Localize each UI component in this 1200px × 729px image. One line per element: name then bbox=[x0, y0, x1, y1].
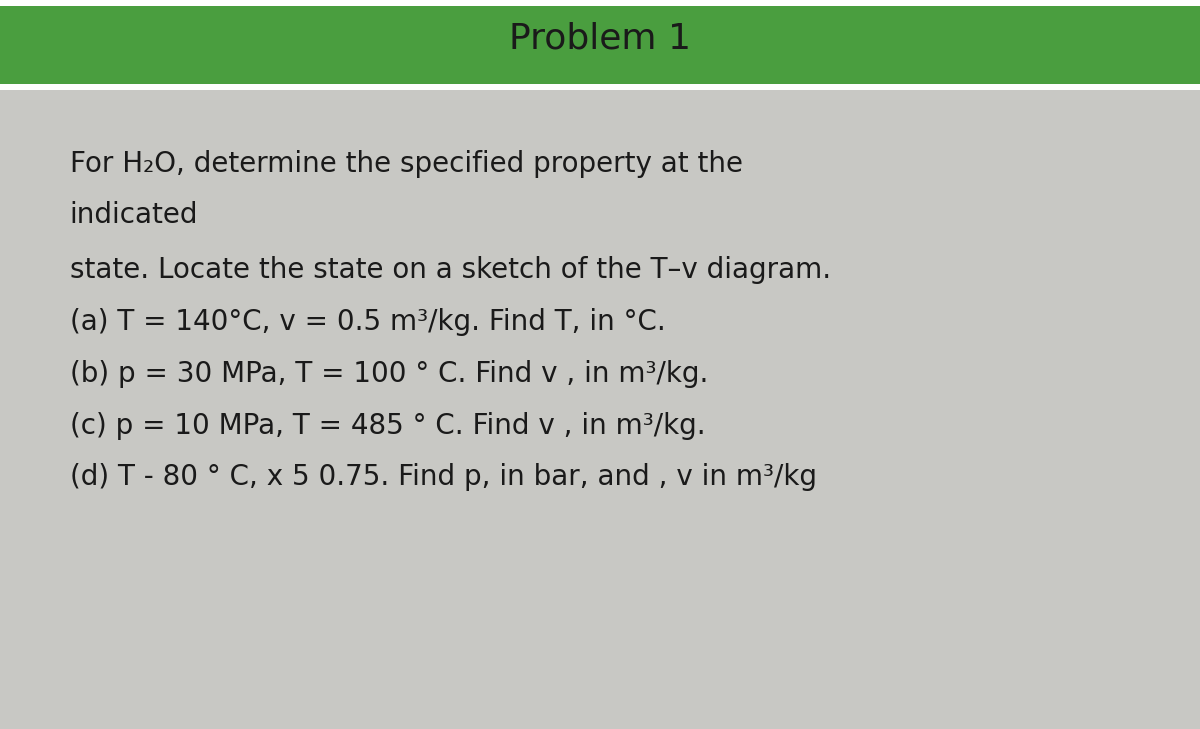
Bar bbox=[0, 0, 1200, 6]
Text: state. Locate the state on a sketch of the T–v diagram.: state. Locate the state on a sketch of t… bbox=[70, 256, 830, 284]
Text: For H₂O, determine the specified property at the: For H₂O, determine the specified propert… bbox=[70, 150, 743, 178]
Text: indicated: indicated bbox=[70, 201, 198, 229]
Text: (c) p = 10 MPa, T = 485 ° C. Find v , in m³/kg.: (c) p = 10 MPa, T = 485 ° C. Find v , in… bbox=[70, 412, 706, 440]
Bar bbox=[0, 84, 1200, 90]
Bar bbox=[0, 6, 1200, 84]
Text: (d) T - 80 ° C, x 5 0.75. Find p, in bar, and , v in m³/kg: (d) T - 80 ° C, x 5 0.75. Find p, in bar… bbox=[70, 464, 817, 491]
Text: (a) T = 140°C, v = 0.5 m³/kg. Find T, in °C.: (a) T = 140°C, v = 0.5 m³/kg. Find T, in… bbox=[70, 308, 665, 336]
Text: Problem 1: Problem 1 bbox=[509, 21, 691, 55]
Text: (b) p = 30 MPa, T = 100 ° C. Find v , in m³/kg.: (b) p = 30 MPa, T = 100 ° C. Find v , in… bbox=[70, 360, 708, 388]
